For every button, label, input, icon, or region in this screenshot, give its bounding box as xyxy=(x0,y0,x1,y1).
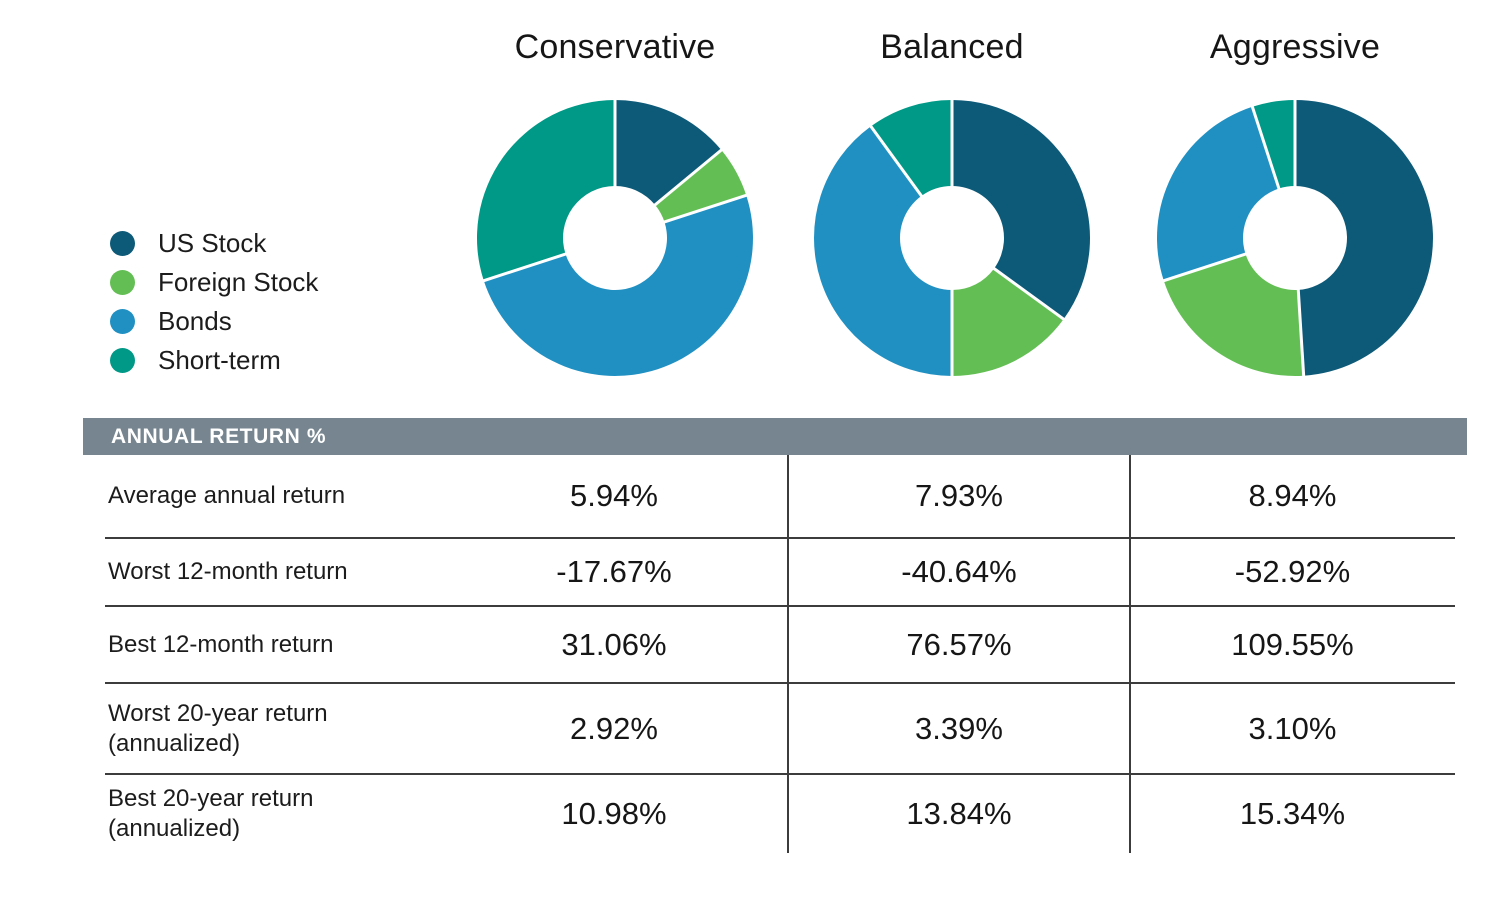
chart-title-conservative: Conservative xyxy=(514,28,716,66)
cell-balanced: -40.64% xyxy=(901,554,1017,589)
table-row: Worst 12-month return -17.67% -40.64% -5… xyxy=(105,537,1455,605)
column-divider xyxy=(1129,455,1131,853)
legend-label: Foreign Stock xyxy=(158,267,319,297)
legend-label: Bonds xyxy=(158,306,232,336)
table-row: Best 12-month return 31.06% 76.57% 109.5… xyxy=(105,605,1455,682)
table-header-title: ANNUAL RETURN % xyxy=(111,424,327,448)
row-label: Worst 20-year return (annualized) xyxy=(108,699,328,757)
donut-chart-balanced xyxy=(809,95,1095,381)
cell-conservative: 2.92% xyxy=(570,710,658,746)
donut-chart-conservative xyxy=(472,95,758,381)
cell-aggressive: 3.10% xyxy=(1248,710,1337,746)
table-row: Best 20-year return (annualized) 10.98% … xyxy=(105,773,1455,853)
cell-balanced: 13.84% xyxy=(906,796,1012,831)
row-label: Average annual return xyxy=(108,482,346,509)
table-row: Worst 20-year return (annualized) 2.92% … xyxy=(105,682,1455,773)
cell-balanced: 76.57% xyxy=(906,626,1012,662)
legend-item-bonds: Bonds xyxy=(110,302,318,341)
legend-swatch-bonds-icon xyxy=(110,309,135,334)
chart-title-aggressive: Aggressive xyxy=(1209,28,1381,66)
legend-item-short-term: Short-term xyxy=(110,341,318,380)
cell-balanced: 3.39% xyxy=(915,710,1003,746)
row-label: Best 12-month return xyxy=(108,630,334,658)
cell-aggressive: 109.55% xyxy=(1231,626,1354,662)
cell-aggressive: 15.34% xyxy=(1239,796,1346,831)
legend-item-us-stock: US Stock xyxy=(110,224,318,263)
legend-label: Short-term xyxy=(158,345,281,375)
legend-label: US Stock xyxy=(158,228,267,258)
cell-conservative: 10.98% xyxy=(561,796,667,831)
annual-return-table: Average annual return 5.94% 7.93% 8.94% … xyxy=(105,455,1455,853)
cell-aggressive: -52.92% xyxy=(1234,554,1351,589)
legend-item-foreign-stock: Foreign Stock xyxy=(110,263,318,302)
legend: US Stock Foreign Stock Bonds Short-term xyxy=(110,224,318,380)
row-label: Worst 12-month return xyxy=(108,558,348,585)
cell-balanced: 7.93% xyxy=(915,478,1003,513)
cell-conservative: 5.94% xyxy=(570,478,658,513)
table-row: Average annual return 5.94% 7.93% 8.94% xyxy=(105,455,1455,537)
legend-swatch-us-stock-icon xyxy=(110,231,135,256)
row-label: Best 20-year return (annualized) xyxy=(108,785,314,842)
chart-title-balanced: Balanced xyxy=(880,28,1024,66)
table-header-band: ANNUAL RETURN % xyxy=(83,418,1467,455)
cell-conservative: -17.67% xyxy=(556,554,672,589)
legend-swatch-short-term-icon xyxy=(110,348,135,373)
donut-chart-aggressive xyxy=(1152,95,1438,381)
legend-swatch-foreign-stock-icon xyxy=(110,270,135,295)
cell-conservative: 31.06% xyxy=(561,626,667,662)
column-divider xyxy=(787,455,789,853)
cell-aggressive: 8.94% xyxy=(1248,478,1337,513)
